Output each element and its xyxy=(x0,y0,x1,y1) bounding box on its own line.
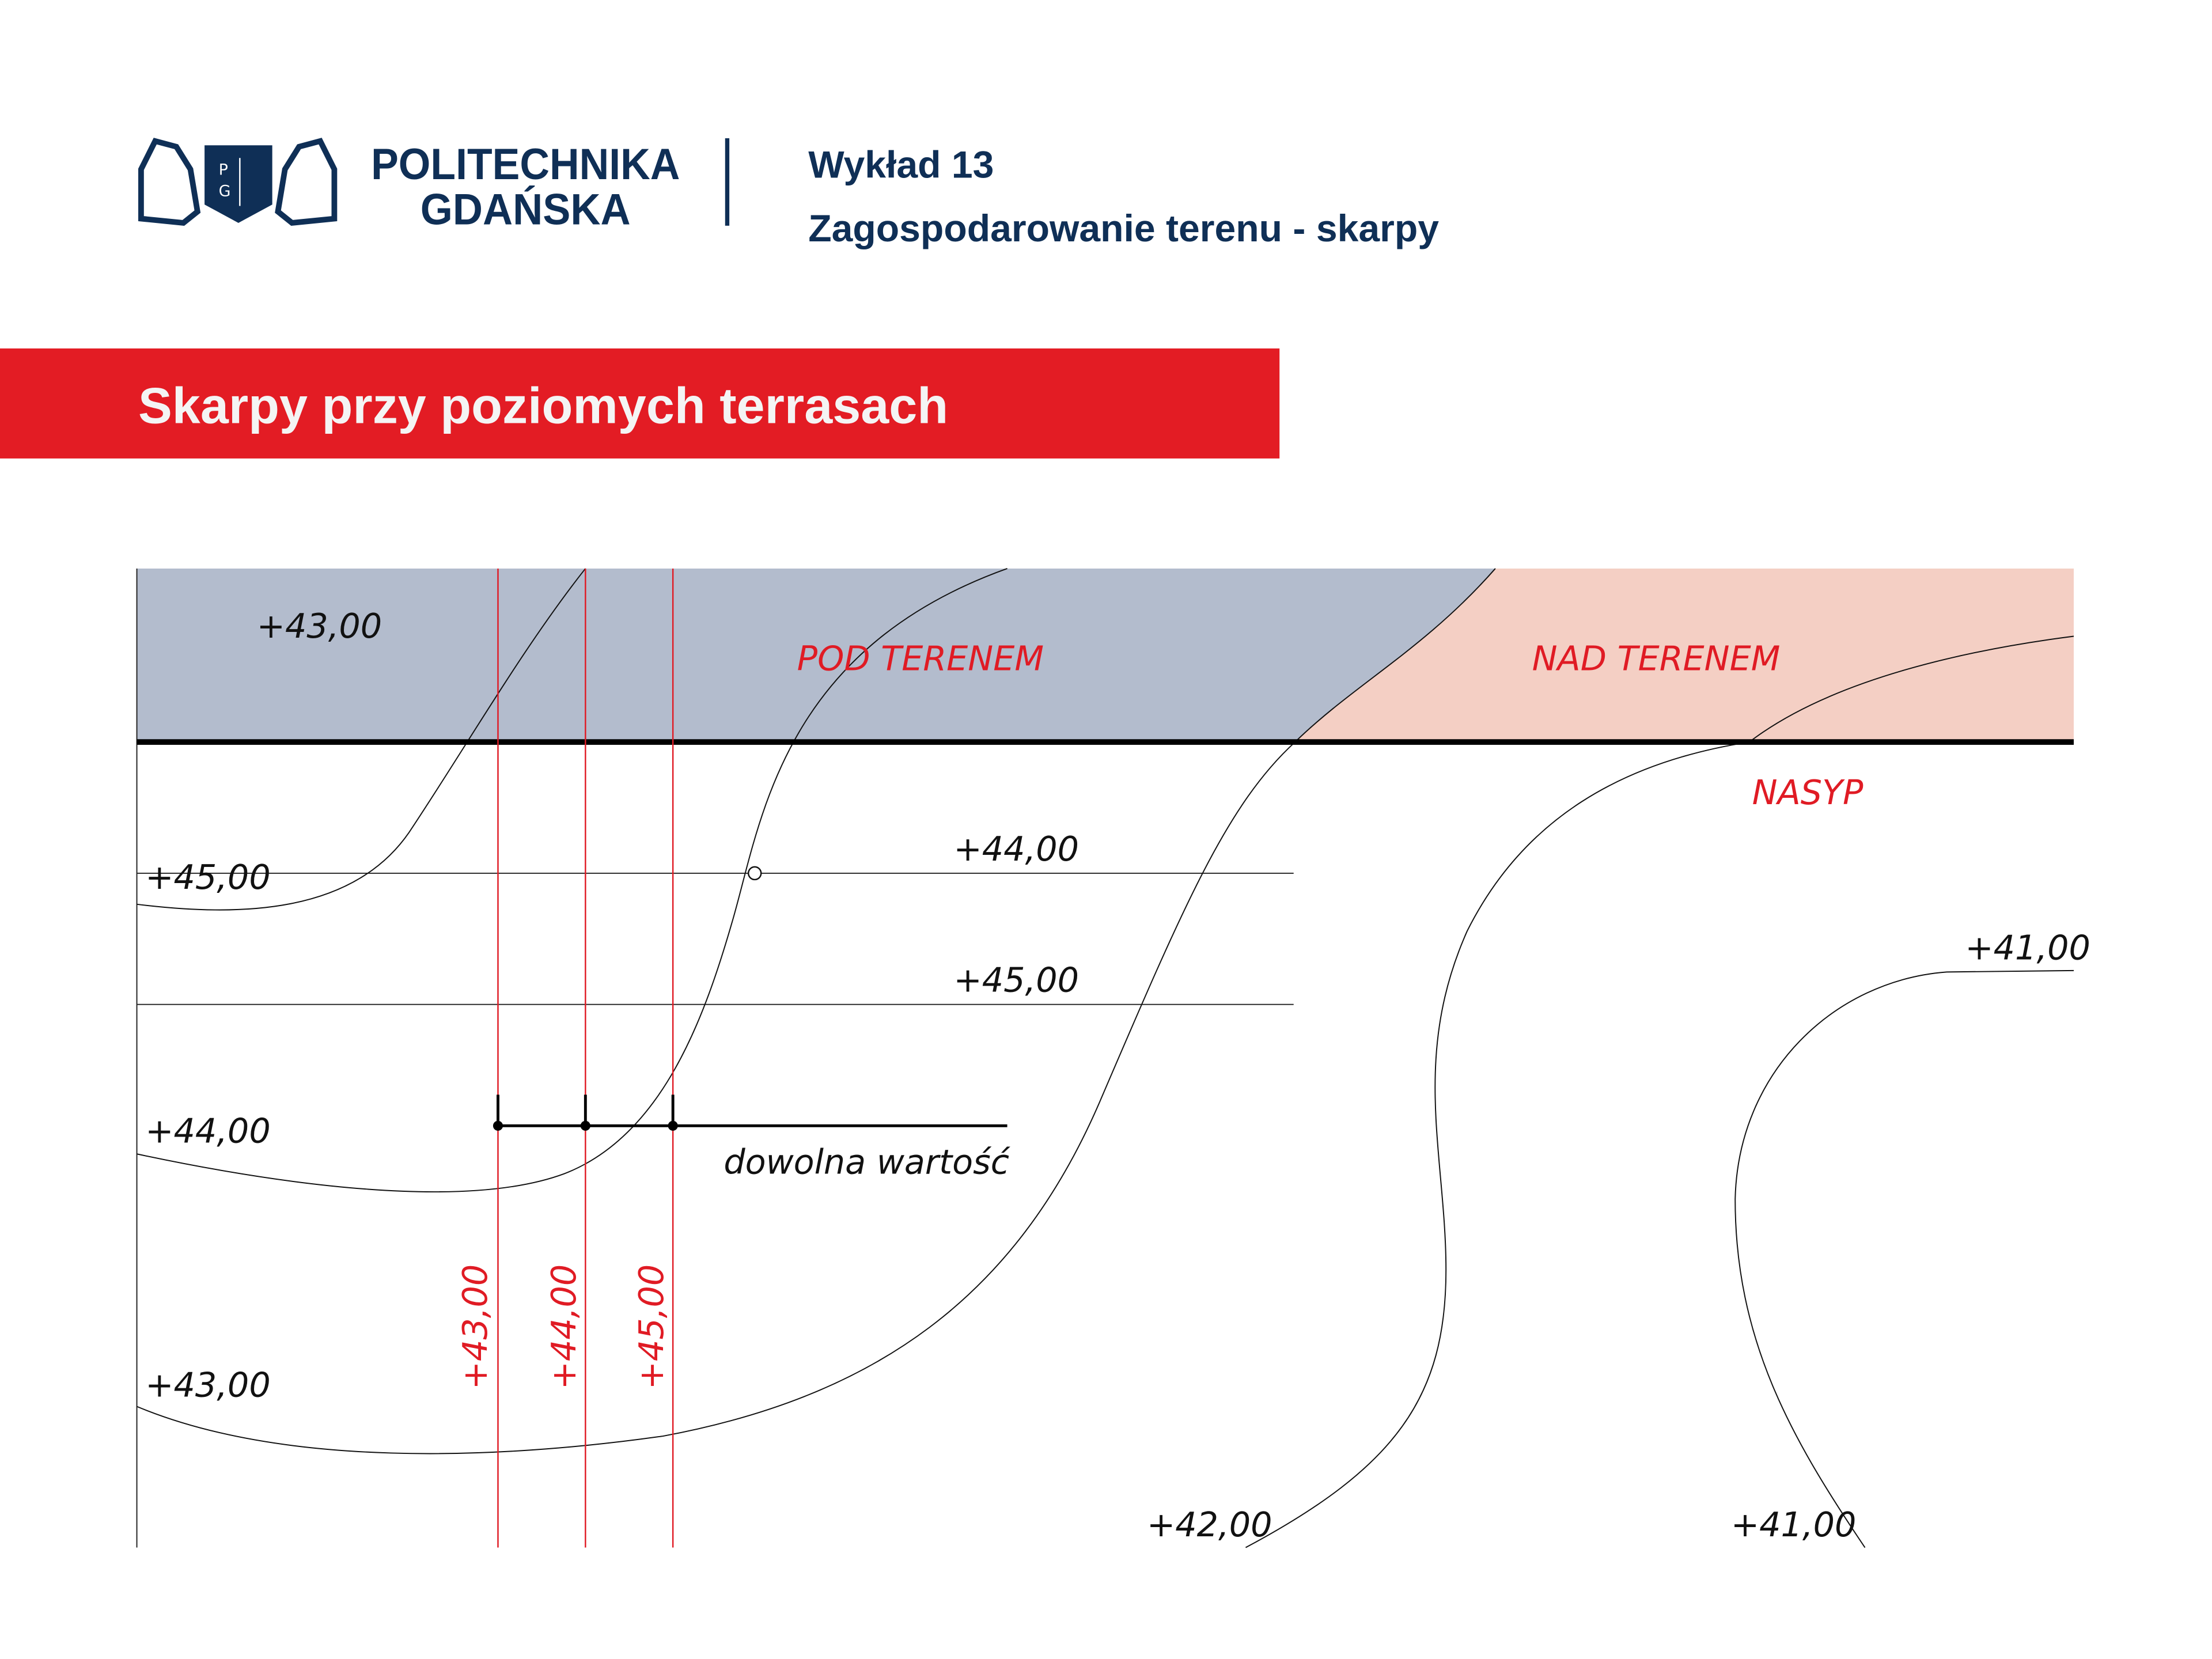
zone-fill-label: NAD TERENEM xyxy=(1532,638,1781,678)
lecture-number: Wykład 13 xyxy=(808,144,994,187)
cut-zone xyxy=(137,568,1495,743)
shield-letter-g: G xyxy=(219,182,231,200)
contour-42 xyxy=(1245,635,2074,1548)
slide-title: Skarpy przy poziomych terrasach xyxy=(138,377,948,434)
dimension-line xyxy=(494,1094,1007,1127)
shield-icon xyxy=(204,145,272,223)
intersection-point xyxy=(747,866,762,881)
label-left-43: +43,00 xyxy=(145,1365,270,1404)
shield-letter-p: P xyxy=(219,161,228,179)
slope-drawing: +43,00 POD TERENEM NAD TERENEM NASYP +45… xyxy=(136,568,2090,1548)
label-top-left: +43,00 xyxy=(257,606,382,646)
logo-line2: GDAŃSKA xyxy=(421,185,631,234)
contour-41 xyxy=(1734,969,2074,1548)
lion-left-icon xyxy=(138,138,201,226)
lion-right-icon xyxy=(275,138,338,226)
contour-44 xyxy=(137,568,1007,1192)
embankment-label: NASYP xyxy=(1752,772,1863,812)
label-terrace-45: +45,00 xyxy=(954,960,1079,1000)
label-terrace-44: +44,00 xyxy=(954,829,1079,869)
zone-cut-label: POD TERENEM xyxy=(797,638,1044,678)
vertical-label-43: +43,00 xyxy=(455,1264,495,1389)
label-right-41-top: +41,00 xyxy=(1965,927,2090,967)
university-logo: P G POLITECHNIKA GDAŃSKA xyxy=(138,138,680,234)
header-divider xyxy=(725,138,730,226)
contour-45 xyxy=(137,568,586,911)
label-bottom-41: +41,00 xyxy=(1731,1505,1856,1544)
contour-43 xyxy=(137,568,1496,1455)
label-left-44: +44,00 xyxy=(145,1111,270,1151)
label-bottom-42: +42,00 xyxy=(1147,1505,1272,1544)
lecture-subtitle: Zagospodarowanie terenu - skarpy xyxy=(808,207,1439,250)
logo-line1: POLITECHNIKA xyxy=(371,140,680,189)
vertical-label-45: +45,00 xyxy=(631,1264,671,1389)
fill-zone xyxy=(1295,568,2074,743)
label-left-45: +45,00 xyxy=(145,857,270,897)
label-arbitrary-value: dowolna wartość xyxy=(724,1142,1010,1182)
title-banner xyxy=(0,348,1280,459)
vertical-label-44: +44,00 xyxy=(544,1264,584,1389)
